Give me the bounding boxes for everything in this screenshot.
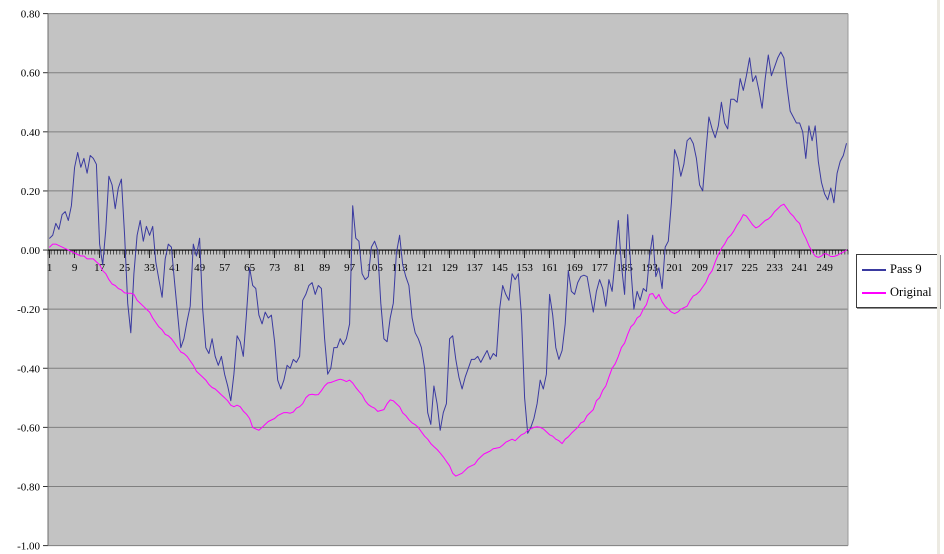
window-edge-divider (937, 0, 940, 554)
y-tick-label: 0.00 (21, 245, 41, 257)
x-tick-label: 177 (591, 262, 608, 274)
y-tick-label: -0.60 (17, 422, 40, 434)
y-tick-label: 0.20 (21, 186, 41, 198)
x-tick-label: 249 (816, 262, 833, 274)
x-tick-label: 233 (766, 262, 783, 274)
x-tick-label: 113 (392, 262, 409, 274)
x-tick-label: 97 (344, 262, 356, 274)
x-tick-label: 89 (319, 262, 331, 274)
x-tick-label: 153 (516, 262, 533, 274)
y-tick-label: 0.40 (21, 127, 41, 139)
y-tick-label: -1.00 (17, 541, 40, 553)
x-tick-label: 73 (269, 262, 281, 274)
legend-label-pass9: Pass 9 (890, 262, 922, 276)
legend-item-pass9: Pass 9 (862, 262, 934, 277)
legend: Pass 9 Original (856, 254, 940, 308)
x-tick-label: 57 (219, 262, 231, 274)
x-tick-label: 185 (616, 262, 633, 274)
x-tick-label: 225 (741, 262, 758, 274)
x-tick-label: 41 (169, 262, 180, 274)
legend-label-original: Original (890, 285, 932, 299)
x-tick-label: 1 (47, 262, 53, 274)
series-line-original (49, 203, 847, 477)
y-tick-label: -0.20 (17, 304, 40, 316)
x-tick-label: 49 (194, 262, 206, 274)
y-tick-label: -0.80 (17, 481, 40, 493)
x-tick-label: 137 (466, 262, 483, 274)
y-tick-label: -0.40 (17, 363, 40, 375)
x-tick-label: 121 (416, 262, 433, 274)
plot-area (48, 13, 848, 546)
x-tick-label: 161 (541, 262, 558, 274)
x-tick-label: 33 (144, 262, 156, 274)
pass9-legend-line-icon (862, 268, 886, 271)
x-tick-label: 209 (691, 262, 708, 274)
x-tick-label: 9 (72, 262, 78, 274)
x-tick-label: 193 (641, 262, 658, 274)
y-tick-label: 0.80 (21, 9, 41, 21)
x-tick-label: 81 (294, 262, 305, 274)
x-tick-label: 17 (94, 262, 106, 274)
x-tick-label: 241 (791, 262, 808, 274)
legend-item-original: Original (862, 285, 934, 300)
series-line-pass-9 (49, 51, 847, 434)
x-tick-label: 201 (666, 262, 683, 274)
original-legend-line-icon (862, 291, 886, 294)
x-tick-label: 169 (566, 262, 583, 274)
x-tick-label: 129 (441, 262, 458, 274)
x-tick-label: 145 (491, 262, 508, 274)
y-tick-label: 0.60 (21, 68, 41, 80)
x-tick-label: 217 (716, 262, 733, 274)
x-tick-label: 25 (119, 262, 131, 274)
